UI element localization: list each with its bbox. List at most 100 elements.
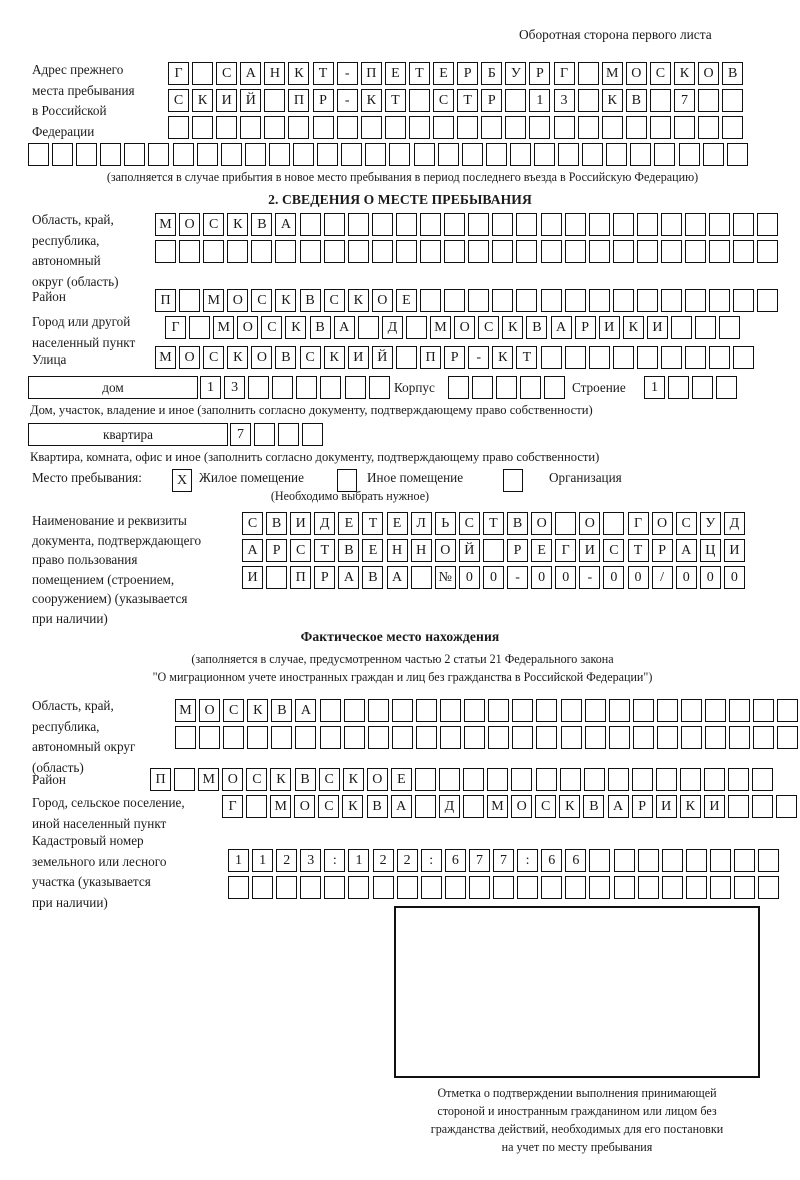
prev-address-r2-cell-7[interactable]: Р <box>312 89 334 112</box>
actual-region-r1-cell-26[interactable] <box>777 699 799 722</box>
actual-region-r2-cell-8[interactable] <box>343 726 365 749</box>
actual-city-cell-17[interactable]: А <box>607 795 629 818</box>
prev-address-r3-cell-11[interactable] <box>408 116 430 139</box>
stroenie-cell-4[interactable] <box>716 376 738 399</box>
actual-region-r2-cell-15[interactable] <box>512 726 534 749</box>
prev-address-r1-cell-7[interactable]: Т <box>312 62 334 85</box>
section2-region-r2-cell-14[interactable] <box>468 240 490 263</box>
document-r2-cell-21[interactable]: И <box>723 539 745 562</box>
stroenie-cells[interactable]: 1 <box>644 376 738 399</box>
actual-district-cell-24[interactable] <box>704 768 726 791</box>
prev-address-r4-cell-5[interactable] <box>124 143 146 166</box>
section2-street-cell-5[interactable]: О <box>251 346 273 369</box>
cadastral-r1-cell-6[interactable]: 1 <box>348 849 370 872</box>
section2-region-r1-cell-25[interactable] <box>733 213 755 236</box>
document-r1-cell-20[interactable]: У <box>699 512 721 535</box>
cadastral-r1-cell-15[interactable]: 6 <box>565 849 587 872</box>
prev-address-r4-cell-13[interactable] <box>317 143 339 166</box>
prev-address-r1-cell-1[interactable]: Г <box>168 62 189 85</box>
cadastral-r1-cell-8[interactable]: 2 <box>396 849 418 872</box>
section2-region-r1-cell-6[interactable]: А <box>275 213 297 236</box>
actual-region-r2-cell-13[interactable] <box>464 726 486 749</box>
prev-address-r3-cell-20[interactable] <box>625 116 647 139</box>
actual-district-cell-18[interactable] <box>559 768 581 791</box>
actual-region-r2-cell-20[interactable] <box>632 726 654 749</box>
prev-address-r4-cell-23[interactable] <box>558 143 580 166</box>
section2-region-r1-cell-1[interactable]: М <box>155 213 176 236</box>
section2-district-cell-26[interactable] <box>757 289 779 312</box>
document-r3-cell-2[interactable] <box>266 566 288 589</box>
prev-address-r4-cell-14[interactable] <box>341 143 363 166</box>
prev-address-r1-cell-14[interactable]: Б <box>481 62 503 85</box>
actual-region-r2-cell-1[interactable] <box>175 726 196 749</box>
document-r1-cell-8[interactable]: Л <box>410 512 432 535</box>
prev-address-r2-cell-3[interactable]: И <box>216 89 238 112</box>
actual-region-r1-cell-7[interactable] <box>319 699 341 722</box>
section2-region-r1-cell-15[interactable] <box>492 213 514 236</box>
section2-region-r1-cell-26[interactable] <box>757 213 779 236</box>
actual-region-r1-cell-10[interactable] <box>391 699 413 722</box>
section2-region-r1-cell-20[interactable] <box>612 213 634 236</box>
section2-street-cell-14[interactable]: - <box>468 346 490 369</box>
cadastral-r2-cell-16[interactable] <box>589 876 611 899</box>
prev-address-r4-cell-16[interactable] <box>389 143 411 166</box>
document-r3-cell-19[interactable]: 0 <box>675 566 697 589</box>
house-cell-2[interactable]: 3 <box>224 376 246 399</box>
prev-address-r3-cell-12[interactable] <box>433 116 455 139</box>
cadastral-r2-cell-12[interactable] <box>493 876 515 899</box>
prev-address-row-4[interactable] <box>28 143 748 166</box>
prev-address-r4-cell-30[interactable] <box>726 143 748 166</box>
cadastral-r2-cell-6[interactable] <box>348 876 370 899</box>
actual-district-cell-14[interactable] <box>463 768 485 791</box>
section2-district-cell-17[interactable] <box>540 289 562 312</box>
cadastral-r2-cell-8[interactable] <box>396 876 418 899</box>
section2-district-cell-25[interactable] <box>733 289 755 312</box>
prev-address-r3-cell-8[interactable] <box>336 116 358 139</box>
document-r1-cell-14[interactable] <box>555 512 577 535</box>
house-cell-6[interactable] <box>320 376 342 399</box>
section2-district-cell-20[interactable] <box>612 289 634 312</box>
section2-city-cell-7[interactable]: В <box>309 316 331 339</box>
prev-address-r4-cell-2[interactable] <box>52 143 74 166</box>
section2-region-r1-cell-21[interactable] <box>636 213 658 236</box>
prev-address-r3-cell-2[interactable] <box>192 116 214 139</box>
prev-address-r1-cell-11[interactable]: Т <box>408 62 430 85</box>
prev-address-r1-cell-8[interactable]: - <box>336 62 358 85</box>
section2-region-r1-cell-13[interactable] <box>444 213 466 236</box>
actual-district-cell-22[interactable] <box>655 768 677 791</box>
prev-address-r4-cell-29[interactable] <box>702 143 724 166</box>
house-cell-3[interactable] <box>248 376 270 399</box>
prev-address-r3-cell-5[interactable] <box>264 116 286 139</box>
actual-city-cell-3[interactable]: М <box>270 795 292 818</box>
section2-street-cell-16[interactable]: Т <box>516 346 538 369</box>
document-r2-cell-9[interactable]: О <box>434 539 456 562</box>
section2-district-cell-3[interactable]: М <box>203 289 225 312</box>
document-r1-cell-7[interactable]: Е <box>386 512 408 535</box>
cadastral-r1-cell-13[interactable]: : <box>517 849 539 872</box>
house-cell-5[interactable] <box>296 376 318 399</box>
prev-address-r2-cell-11[interactable] <box>408 89 430 112</box>
cadastral-r1-cell-7[interactable]: 2 <box>372 849 394 872</box>
document-r2-cell-20[interactable]: Ц <box>699 539 721 562</box>
actual-district-cell-13[interactable] <box>439 768 461 791</box>
section2-region-r1-cell-7[interactable] <box>299 213 321 236</box>
section2-district-cell-8[interactable]: С <box>323 289 345 312</box>
section2-region-r2-cell-10[interactable] <box>371 240 393 263</box>
cadastral-r2-cell-14[interactable] <box>541 876 563 899</box>
document-r3-cell-1[interactable]: И <box>242 566 263 589</box>
document-r1-cell-2[interactable]: В <box>266 512 288 535</box>
actual-city-cell-8[interactable]: А <box>390 795 412 818</box>
section2-district-cell-9[interactable]: К <box>347 289 369 312</box>
prev-address-r1-cell-19[interactable]: М <box>601 62 623 85</box>
section2-district-cell-6[interactable]: К <box>275 289 297 312</box>
actual-region-r2-cell-16[interactable] <box>536 726 558 749</box>
section2-street-cell-11[interactable] <box>395 346 417 369</box>
actual-region-r1-cell-6[interactable]: А <box>295 699 317 722</box>
stamp-box[interactable] <box>394 906 760 1078</box>
prev-address-r3-cell-16[interactable] <box>529 116 551 139</box>
prev-address-r3-cell-17[interactable] <box>553 116 575 139</box>
actual-region-r1-cell-19[interactable] <box>608 699 630 722</box>
actual-district-cell-8[interactable]: С <box>318 768 340 791</box>
section2-region-r1-cell-18[interactable] <box>564 213 586 236</box>
